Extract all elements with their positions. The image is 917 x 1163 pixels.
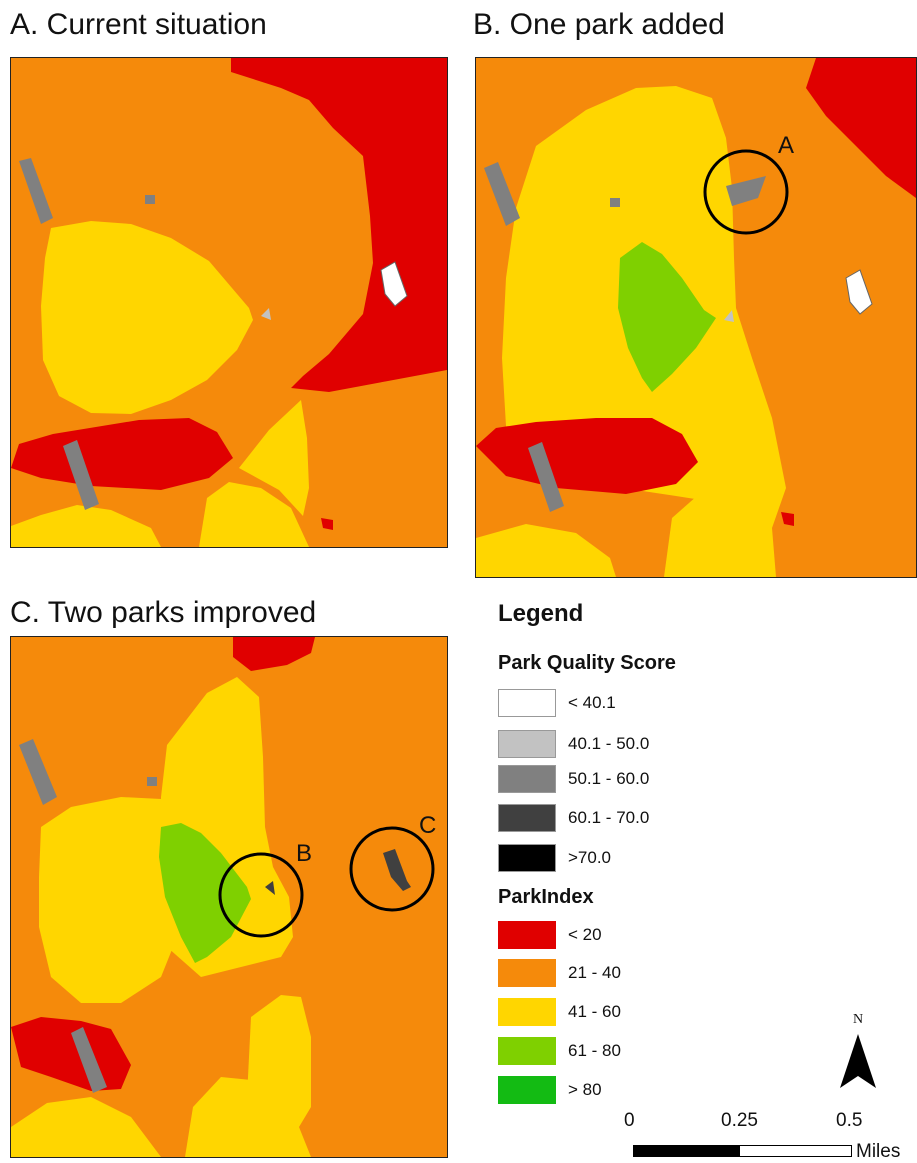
callout-circle-c [349, 826, 435, 912]
map-panel-c [10, 636, 448, 1158]
park-west-strip [19, 158, 53, 224]
legend-item-quality-3: 50.1 - 60.0 [498, 764, 649, 794]
park-small-triangle [261, 308, 271, 320]
park-southwest-strip [71, 1027, 107, 1093]
legend-park-index-title: ParkIndex [498, 886, 594, 908]
scale-segment-white [739, 1145, 852, 1157]
legend-label: 21 - 40 [568, 963, 621, 982]
park-southwest-strip [63, 440, 99, 510]
legend-swatch [498, 1037, 556, 1065]
legend-swatch [498, 998, 556, 1026]
park-east-white [380, 261, 408, 307]
legend-item-quality-5: >70.0 [498, 843, 611, 873]
legend-label: > 80 [568, 1080, 602, 1099]
callout-circle-a [703, 149, 789, 235]
callout-label-c: C [419, 812, 437, 839]
legend-swatch [498, 1076, 556, 1104]
panel-c-title: C. Two parks improved [10, 596, 317, 629]
legend-swatch [498, 730, 556, 758]
park-east-white [845, 269, 873, 315]
legend-label: 61 - 80 [568, 1041, 621, 1060]
park-improved-c [383, 849, 411, 891]
scale-tick-05: 0.5 [836, 1110, 863, 1131]
scale-unit: Miles [856, 1141, 901, 1162]
panel-b-title: B. One park added [473, 8, 725, 41]
legend-swatch [498, 689, 556, 717]
legend-park-quality-title: Park Quality Score [498, 652, 676, 674]
park-west-strip [19, 739, 57, 805]
legend-title: Legend [498, 600, 584, 627]
legend-item-index-3: 41 - 60 [498, 997, 621, 1027]
legend-label: < 20 [568, 925, 602, 944]
north-label: N [852, 1012, 864, 1027]
legend-swatch [498, 959, 556, 987]
legend-item-index-2: 21 - 40 [498, 958, 621, 988]
legend-label: < 40.1 [568, 693, 616, 712]
legend-item-quality-1: < 40.1 [498, 688, 616, 718]
legend-item-index-1: < 20 [498, 920, 602, 950]
north-arrow: N [838, 1012, 878, 1092]
panel-a-title: A. Current situation [10, 8, 267, 41]
park-small-triangle [724, 310, 734, 322]
scale-tick-025: 0.25 [721, 1110, 758, 1131]
scale-segment-black [633, 1145, 739, 1157]
legend-swatch [498, 804, 556, 832]
legend-label: 50.1 - 60.0 [568, 769, 650, 788]
park-small-square [145, 195, 155, 204]
legend-item-index-5: > 80 [498, 1075, 602, 1105]
scale-bar: 0 0.25 0.5 Miles [620, 1110, 917, 1162]
legend-item-quality-2: 40.1 - 50.0 [498, 729, 649, 759]
legend-label: 41 - 60 [568, 1002, 621, 1021]
legend-label: >70.0 [568, 848, 612, 867]
callout-label-a: A [778, 132, 795, 159]
callout-circle-b [218, 852, 304, 938]
legend-swatch [498, 921, 556, 949]
legend-swatch [498, 844, 556, 872]
legend-item-quality-4: 60.1 - 70.0 [498, 803, 649, 833]
legend-label: 60.1 - 70.0 [568, 808, 650, 827]
park-small-square [610, 198, 620, 207]
park-southwest-strip [528, 442, 564, 512]
legend-swatch [498, 765, 556, 793]
map-panel-b [475, 57, 917, 578]
park-new-a [726, 176, 766, 206]
scale-tick-0: 0 [624, 1110, 635, 1131]
park-west-strip [484, 162, 520, 226]
legend-item-index-4: 61 - 80 [498, 1036, 621, 1066]
park-small-square [147, 777, 157, 786]
north-arrow-icon [840, 1034, 876, 1088]
legend-label: 40.1 - 50.0 [568, 734, 650, 753]
callout-label-b: B [296, 840, 313, 867]
map-panel-a [10, 57, 448, 548]
park-improved-b [265, 881, 275, 895]
